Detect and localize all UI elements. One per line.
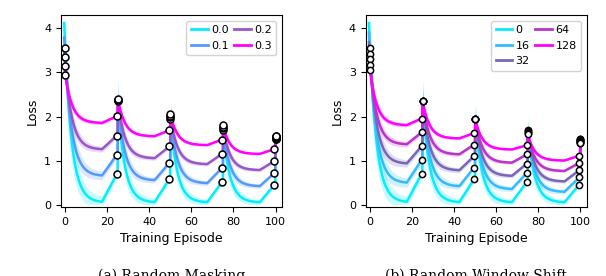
0.2 — [242, 167, 250, 170]
0.2 — [256, 168, 264, 172]
32 — [525, 140, 533, 143]
64 — [488, 157, 495, 160]
0.0 — [242, 198, 250, 201]
128 — [500, 147, 507, 151]
128 — [378, 114, 385, 117]
0.2 — [61, 51, 68, 54]
X-axis label: Training Episode: Training Episode — [120, 232, 223, 245]
Line: 128: 128 — [369, 61, 581, 161]
16 — [365, 31, 373, 34]
0 — [577, 137, 584, 140]
128 — [547, 158, 554, 161]
0 — [365, 22, 373, 25]
0 — [378, 173, 385, 176]
0 — [500, 200, 507, 203]
0.1 — [195, 181, 202, 184]
Line: 64: 64 — [369, 52, 581, 171]
32 — [500, 173, 507, 177]
16 — [500, 187, 507, 190]
64 — [378, 128, 385, 132]
0.2 — [183, 158, 190, 161]
Text: (a) Random Masking: (a) Random Masking — [98, 269, 245, 276]
0.1 — [242, 183, 250, 186]
128 — [494, 147, 501, 150]
32 — [365, 41, 373, 44]
0.1 — [189, 179, 196, 182]
0.0 — [221, 142, 228, 146]
0 — [547, 198, 554, 201]
0.3 — [183, 141, 190, 144]
16 — [547, 188, 554, 192]
0.1 — [61, 36, 68, 39]
0.0 — [256, 201, 264, 204]
16 — [378, 158, 385, 161]
64 — [547, 168, 554, 171]
0.3 — [256, 152, 264, 156]
32 — [378, 143, 385, 147]
0.1 — [183, 176, 190, 179]
Line: 16: 16 — [369, 33, 581, 192]
0 — [488, 193, 495, 196]
Line: 0.1: 0.1 — [64, 38, 276, 186]
Legend: 0.0, 0.1, 0.2, 0.3: 0.0, 0.1, 0.2, 0.3 — [187, 20, 276, 55]
Line: 0: 0 — [369, 23, 581, 202]
64 — [500, 160, 507, 164]
Y-axis label: Loss: Loss — [330, 97, 344, 125]
0 — [561, 201, 568, 204]
Text: (b) Random Window Shift: (b) Random Window Shift — [385, 269, 567, 276]
16 — [525, 141, 533, 144]
0.1 — [221, 138, 228, 141]
64 — [561, 169, 568, 172]
Legend: 0, 16, 32, 64, 128: 0, 16, 32, 64, 128 — [491, 20, 581, 71]
64 — [365, 50, 373, 53]
32 — [488, 169, 495, 172]
16 — [488, 181, 495, 184]
0.2 — [272, 136, 279, 139]
0.3 — [242, 151, 250, 155]
0.2 — [221, 134, 228, 137]
Line: 0.3: 0.3 — [64, 67, 276, 154]
Line: 0.0: 0.0 — [64, 23, 276, 202]
32 — [547, 178, 554, 181]
0.2 — [189, 161, 196, 164]
0.0 — [73, 173, 81, 176]
0.1 — [272, 136, 279, 139]
0.3 — [73, 113, 81, 116]
0.0 — [61, 22, 68, 25]
0 — [525, 142, 533, 146]
128 — [525, 138, 533, 141]
0.1 — [73, 153, 81, 156]
Line: 32: 32 — [369, 42, 581, 181]
Line: 0.2: 0.2 — [64, 52, 276, 170]
128 — [561, 159, 568, 162]
0.3 — [189, 142, 196, 145]
16 — [561, 190, 568, 193]
128 — [577, 141, 584, 145]
0.0 — [272, 137, 279, 140]
16 — [494, 185, 501, 188]
128 — [488, 145, 495, 148]
128 — [365, 60, 373, 63]
0.0 — [189, 197, 196, 201]
X-axis label: Training Episode: Training Episode — [425, 232, 527, 245]
32 — [561, 180, 568, 183]
32 — [494, 172, 501, 175]
0.2 — [195, 162, 202, 165]
0.1 — [256, 184, 264, 188]
Y-axis label: Loss: Loss — [25, 97, 39, 125]
64 — [577, 140, 584, 144]
0.3 — [61, 65, 68, 68]
0.3 — [221, 129, 228, 132]
0.2 — [73, 133, 81, 136]
0 — [494, 197, 501, 201]
64 — [525, 139, 533, 142]
32 — [577, 139, 584, 142]
0.3 — [195, 143, 202, 146]
64 — [494, 159, 501, 163]
16 — [577, 138, 584, 141]
0.0 — [183, 193, 190, 196]
0.0 — [195, 200, 202, 203]
0.3 — [272, 135, 279, 138]
